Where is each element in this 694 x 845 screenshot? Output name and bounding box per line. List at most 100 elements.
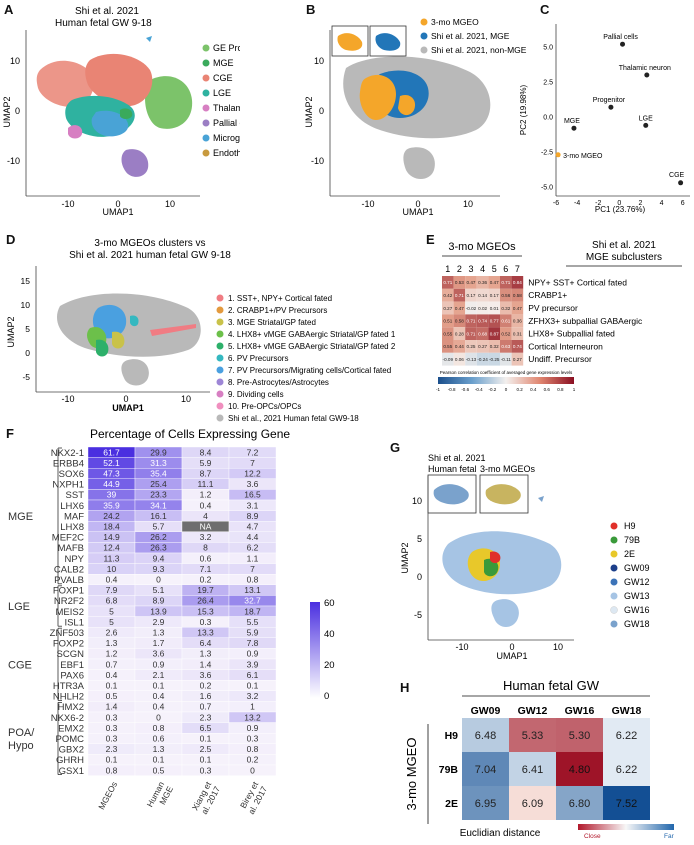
panel-g-inset-label-3: 3-mo MGEOs (480, 464, 536, 474)
panel-e-cell-value: 0.53 (455, 280, 464, 285)
panel-f-cell-value: 0.4 (153, 691, 165, 701)
panel-f-cell-value: 18.7 (244, 606, 261, 616)
panel-f-cell-value: 8.7 (200, 469, 212, 479)
panel-f-cbtick-2: 20 (324, 660, 335, 671)
panel-f-cell-value: 3.6 (153, 649, 165, 659)
panel-f-cell-value: 0.1 (106, 755, 118, 765)
panel-e-cell (442, 288, 454, 302)
panel-h-row-label: H9 (445, 730, 459, 742)
panel-a: A Shi et al. 2021 Human fetal GW 9-18 10… (0, 0, 285, 217)
panel-g-ytick-1: 10 (412, 496, 422, 506)
panel-f-cell-value: 4 (203, 511, 208, 521)
panel-e-cell (476, 301, 489, 315)
panel-f-cell-value: 0 (156, 712, 161, 722)
panel-e-cell-value: 0.63 (501, 344, 510, 349)
panel-e-cell (488, 276, 500, 289)
panel-f-cell-value: 5.1 (153, 585, 165, 595)
panel-e-cell-value: 0.77 (490, 319, 499, 324)
panel-e-cb-tick: -0.6 (461, 387, 469, 392)
legend-b-dot-1 (420, 32, 428, 40)
panel-d-title-2: Shi et al. 2021 human fetal GW 9-18 (69, 250, 231, 261)
panel-a-xtick-3: 10 (165, 199, 175, 209)
panel-f-cell-value: 11.3 (104, 553, 120, 563)
panel-f-cell-value: 7 (250, 458, 255, 468)
panel-f-cell-value: 0.8 (106, 765, 118, 775)
panel-c-ytick: -5.0 (541, 185, 553, 192)
panel-f-cell-value: 31.3 (150, 458, 167, 468)
umap-g-reference (442, 531, 562, 595)
panel-e-right-header-2: MGE subclusters (586, 252, 662, 263)
panel-f-gene-label: ISL1 (64, 617, 84, 628)
panel-f-group-label: CGE (8, 659, 32, 671)
panel-g-inset-2-cells (485, 484, 521, 505)
panel-e-cells: 0.71 0.53 0.47 0.36 0.47 0.71 0.840.42 0.71 0.17… (442, 276, 524, 366)
panel-f-cell-value: 0.1 (247, 681, 259, 691)
umap-g-h9 (490, 551, 501, 563)
panel-f-cell-value: 13.3 (197, 628, 214, 638)
panel-f-cell-value: 5 (109, 606, 114, 616)
legend-d-dot-4 (216, 342, 224, 350)
panel-e-cell (442, 314, 454, 328)
umap-cluster-cge (85, 53, 153, 107)
panel-e-cell-value: 0.71 (443, 280, 452, 285)
panel-h-cell-value: 4.80 (569, 764, 590, 776)
panel-f-cell-value: 5.5 (247, 617, 259, 627)
panel-e-row-label: Undiff. Precursor (528, 354, 592, 364)
panel-g-xtick-1: -10 (455, 642, 468, 652)
panel-e-cell-value: 0.25 (467, 344, 476, 349)
panel-f-cell-value: 0.1 (153, 755, 165, 765)
panel-c-ytick: 0.0 (543, 115, 553, 122)
panel-f-cell-value: 26.2 (150, 532, 167, 542)
panel-e: E 3-mo MGEOs Shi et al. 2021 MGE subclus… (416, 232, 694, 412)
panel-b-inset-1-cells (337, 33, 363, 51)
panel-c-point (678, 180, 684, 186)
panel-f-gene-label: NKX2-1 (51, 448, 84, 459)
panel-f-cell-value: 7 (250, 564, 255, 574)
panel-e-col-label: 1 (445, 264, 450, 274)
umap-g-79b (484, 558, 499, 577)
panel-f-gene-label: NR2F2 (54, 596, 84, 607)
panel-f-title: Percentage of Cells Expressing Gene (90, 427, 290, 441)
panel-e-cell-value: 0.27 (443, 306, 452, 311)
panel-e-cell-value: 0.32 (501, 306, 510, 311)
panel-e-cb-tick: -0.4 (475, 387, 483, 392)
legend-a-label-4: Thalamic neurons (213, 103, 240, 113)
panel-e-cell-value: 0.17 (490, 293, 499, 298)
panel-b-legend: 3-mo MGEO Shi et al. 2021, MGE Shi et al… (420, 17, 527, 55)
panel-d-ytick-1: 15 (21, 276, 31, 286)
panel-f-cell-value: 0.7 (200, 702, 212, 712)
panel-h-cell (462, 752, 509, 786)
panel-a-letter: A (4, 2, 14, 17)
panel-f-cell-value: 44.9 (103, 479, 120, 489)
panel-b-ylabel: UMAP2 (304, 96, 314, 127)
legend-d-dot-6 (216, 366, 224, 374)
panel-f-cell-value: 23.3 (150, 490, 167, 500)
panel-f-gene-label: SCGN (57, 649, 85, 660)
panel-f-cell-value: 16.1 (150, 511, 167, 521)
panel-e-letter: E (426, 232, 435, 247)
panel-f-cell-value: 0.5 (153, 765, 165, 775)
panel-f-cell-value: 47.3 (103, 469, 120, 479)
legend-a-dot-6 (202, 134, 210, 142)
panel-f-cell-value: 16.5 (244, 490, 261, 500)
panel-e-cell-value: 0.36 (478, 280, 487, 285)
panel-h-cell-value: 5.30 (569, 730, 590, 742)
panel-f-cell-value: 4.4 (247, 532, 259, 542)
legend-a-label-3: LGE (213, 88, 231, 98)
panel-a-umap-cells (36, 36, 193, 177)
panel-d-xlabel: UMAP1 (112, 403, 144, 412)
panel-e-cell-value: 0.28 (455, 331, 464, 336)
panel-d-legend-extra: Shi et al., 2021 Human fetal GW9-18 (216, 414, 359, 423)
panel-f-col-label: MGEOs (96, 780, 119, 811)
panel-f-col-label: Xiang etal. 2017 (190, 779, 223, 816)
panel-e-row-label: Cortical Interneuron (528, 341, 603, 351)
panel-c-xtick: -6 (553, 200, 559, 207)
umap-b-non-mge-2 (403, 147, 435, 179)
panel-c-xtick: 2 (639, 200, 643, 207)
panel-f-cell-value: 8.9 (247, 511, 259, 521)
panel-e-cb-tick: -1 (436, 387, 440, 392)
panel-f-cell-value: 14.9 (103, 532, 120, 542)
panel-f-cell-value: 15.3 (197, 606, 214, 616)
umap-cluster-ge-progenitors (145, 76, 193, 129)
